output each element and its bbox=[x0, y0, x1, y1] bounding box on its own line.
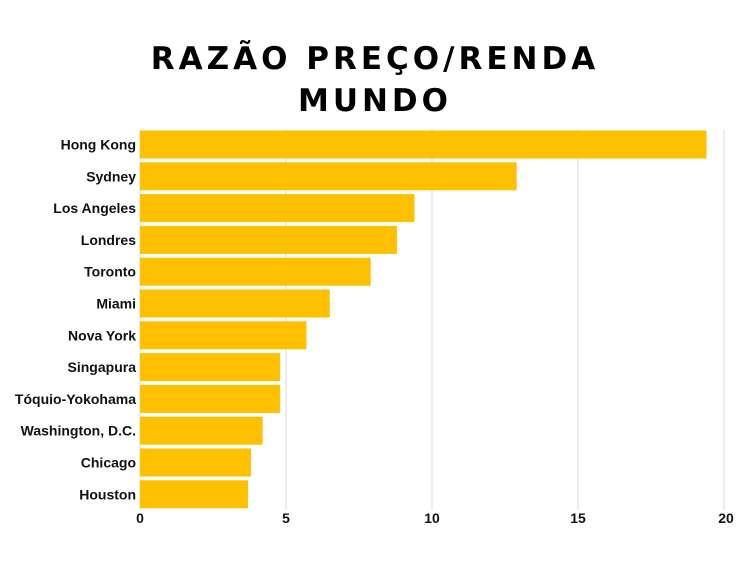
category-labels: Hong Kong Sydney Los Angeles Londres Toronto… bbox=[15, 137, 136, 503]
x-tick-label-0: 0 bbox=[136, 510, 144, 526]
grid-lines bbox=[139, 129, 725, 510]
category-label-2: Los Angeles bbox=[53, 200, 136, 216]
bar-9 bbox=[140, 416, 263, 445]
category-label-0: Hong Kong bbox=[61, 137, 136, 153]
bar-0 bbox=[140, 130, 707, 159]
bar-10 bbox=[140, 448, 251, 477]
x-axis-ticks: 0 5 10 15 20 bbox=[136, 510, 734, 526]
x-tick-label-15: 15 bbox=[570, 510, 586, 526]
x-tick-label-5: 5 bbox=[282, 510, 290, 526]
category-label-8: Tóquio-Yokohama bbox=[15, 391, 136, 407]
chart-title-line-2: MUNDO bbox=[297, 83, 453, 119]
chart-title: RAZÃO PREÇO/RENDA MUNDO bbox=[0, 38, 750, 122]
bar-4 bbox=[140, 257, 371, 286]
category-label-11: Houston bbox=[79, 486, 136, 502]
x-tick-label-20: 20 bbox=[718, 510, 734, 526]
category-label-4: Toronto bbox=[84, 264, 136, 280]
bar-11 bbox=[140, 480, 249, 509]
category-label-10: Chicago bbox=[81, 455, 136, 471]
bar-8 bbox=[140, 384, 281, 413]
chart-title-line-1: RAZÃO PREÇO/RENDA bbox=[150, 41, 600, 77]
category-label-7: Singapura bbox=[68, 359, 137, 375]
bar-5 bbox=[140, 289, 330, 318]
category-label-6: Nova York bbox=[68, 327, 136, 343]
bar-3 bbox=[140, 225, 397, 254]
bar-1 bbox=[140, 162, 517, 191]
category-label-5: Miami bbox=[96, 296, 136, 312]
category-label-1: Sydney bbox=[86, 168, 136, 184]
bar-6 bbox=[140, 321, 307, 350]
bar-2 bbox=[140, 194, 415, 223]
bar-7 bbox=[140, 353, 281, 382]
category-label-3: Londres bbox=[81, 232, 136, 248]
bars bbox=[140, 130, 707, 509]
x-tick-label-10: 10 bbox=[424, 510, 440, 526]
category-label-9: Washington, D.C. bbox=[21, 423, 136, 439]
